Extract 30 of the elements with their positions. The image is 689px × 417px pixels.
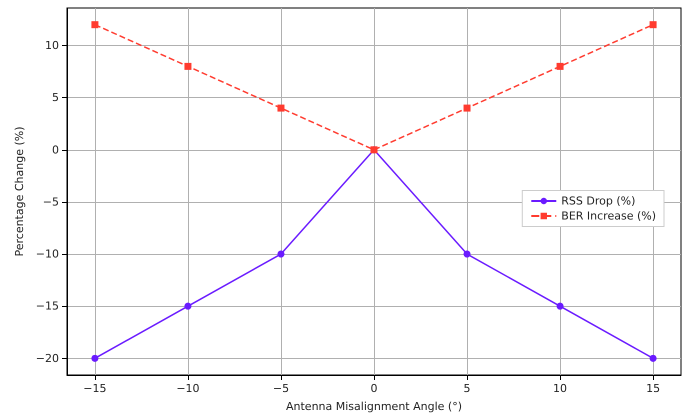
y-tick-label: −10: [36, 248, 59, 261]
point: [464, 250, 471, 258]
y-tick-label: 5: [52, 91, 59, 104]
point: [277, 104, 284, 112]
x-tick-label: −15: [83, 382, 107, 395]
y-tick-label: 0: [52, 143, 59, 156]
point: [91, 21, 98, 28]
legend-label: RSS Drop (%): [561, 194, 636, 208]
point: [91, 354, 98, 362]
point: [184, 62, 192, 70]
x-tick-label: −10: [176, 382, 200, 395]
y-tick-label: 10: [45, 39, 59, 52]
y-tick-label: −15: [36, 300, 59, 313]
x-tick-label: 0: [370, 382, 378, 395]
point: [556, 302, 564, 310]
legend-label: BER Increase (%): [561, 210, 656, 222]
x-tick-label: 5: [464, 382, 471, 395]
y-axis-title: Percentage Change (%): [12, 126, 26, 257]
y-tick-label: −5: [42, 195, 59, 208]
point: [556, 62, 564, 70]
point: [464, 104, 471, 112]
y-tick-label: −20: [36, 352, 59, 365]
point: [184, 302, 192, 310]
x-tick-label: 15: [646, 382, 660, 395]
point: [650, 354, 657, 362]
x-tick-label: −5: [272, 382, 290, 395]
x-axis-title: Antenna Misalignment Angle (°): [286, 400, 462, 413]
x-tick-label: 10: [553, 382, 568, 395]
point: [277, 250, 284, 258]
point: [650, 21, 657, 28]
